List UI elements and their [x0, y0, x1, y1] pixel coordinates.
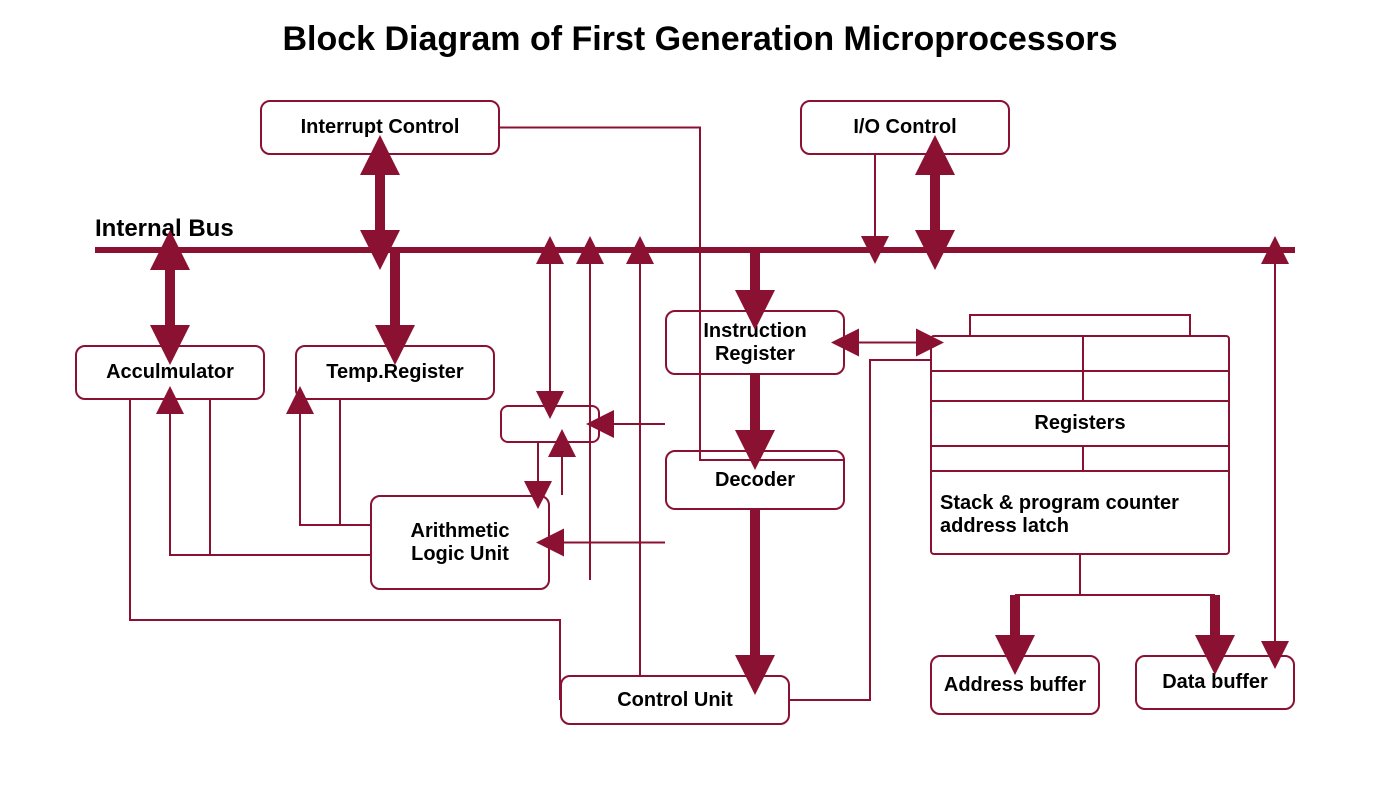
block-flag-small	[500, 405, 600, 443]
block-registers-group: Registers Stack & program counter address…	[930, 335, 1230, 555]
registers-row-1	[932, 372, 1228, 402]
block-interrupt-control: Interrupt Control	[260, 100, 500, 155]
registers-vdiv-0	[1082, 337, 1084, 372]
registers-vdiv-3	[1082, 447, 1084, 472]
internal-bus-line	[95, 247, 1295, 253]
block-temp-register: Temp.Register	[295, 345, 495, 400]
diagram-title: Block Diagram of First Generation Microp…	[0, 20, 1400, 59]
internal-bus-label: Internal Bus	[95, 215, 234, 243]
block-data-buffer: Data buffer	[1135, 655, 1295, 710]
registers-vdiv-1	[1082, 372, 1084, 402]
block-address-buffer: Address buffer	[930, 655, 1100, 715]
block-accumulator: Acculmulator	[75, 345, 265, 400]
registers-row-3	[932, 447, 1228, 472]
registers-row-0	[932, 337, 1228, 372]
registers-row-2: Registers	[932, 402, 1228, 447]
block-instruction-register: Instruction Register	[665, 310, 845, 375]
block-decoder: Decoder	[665, 450, 845, 510]
block-control-unit: Control Unit	[560, 675, 790, 725]
block-alu: Arithmetic Logic Unit	[370, 495, 550, 590]
block-io-control: I/O Control	[800, 100, 1010, 155]
registers-row-4: Stack & program counter address latch	[932, 472, 1228, 557]
